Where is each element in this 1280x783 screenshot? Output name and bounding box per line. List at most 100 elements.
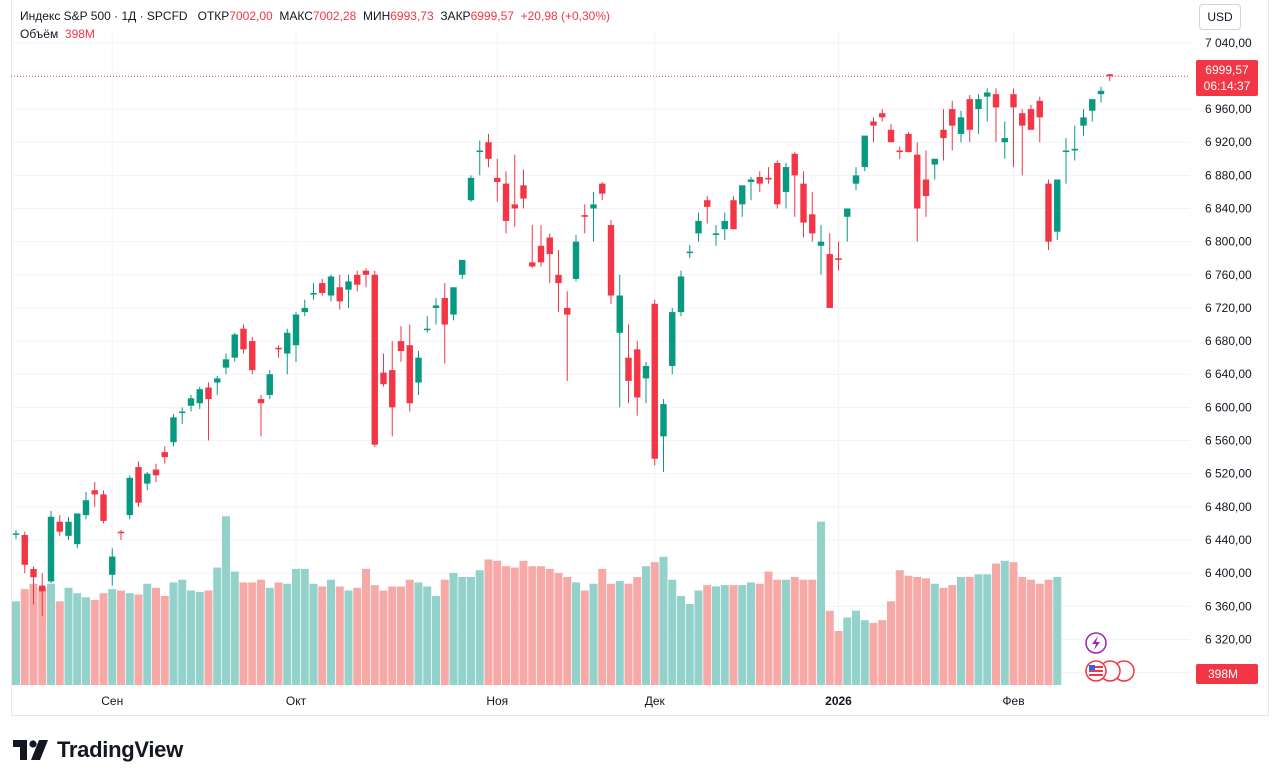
candle xyxy=(467,175,475,202)
symbol-title[interactable]: Индекс S&P 500 · 1Д · SPCFD xyxy=(20,9,188,23)
volume-bar xyxy=(624,583,633,685)
volume-bar xyxy=(117,590,125,685)
volume-bar xyxy=(677,595,685,685)
currency-button[interactable]: USD xyxy=(1199,4,1241,30)
candle-body xyxy=(537,245,545,263)
candle-body xyxy=(572,241,580,279)
price-axis: 7 040,00 6 960,00 6 920,00 6 880,00 6 840,00… xyxy=(1205,36,1252,680)
volume-bar xyxy=(948,585,957,685)
us-flag-icon[interactable] xyxy=(1085,660,1135,682)
candle-body xyxy=(249,341,256,371)
volume-bar xyxy=(922,578,930,685)
candle xyxy=(415,351,422,395)
volume-bar xyxy=(834,631,843,685)
candle xyxy=(774,160,781,209)
candle xyxy=(170,414,177,447)
candle xyxy=(476,140,483,176)
volume-bar xyxy=(82,597,90,685)
volume-bar xyxy=(160,595,169,685)
candle-body xyxy=(782,167,790,192)
candle xyxy=(397,326,405,362)
candle-body xyxy=(380,372,387,385)
volume-bar xyxy=(187,590,195,685)
candle-body xyxy=(774,162,781,205)
candle-body xyxy=(826,254,833,308)
candle-body xyxy=(1036,100,1043,118)
candle xyxy=(852,167,860,191)
y-tick-label: 6 760,00 xyxy=(1205,268,1252,282)
candle-body xyxy=(196,389,203,404)
candle-body xyxy=(91,490,98,495)
candle xyxy=(117,530,125,540)
volume-bar xyxy=(47,583,55,685)
candle-body xyxy=(74,513,81,545)
y-tick-label: 6 840,00 xyxy=(1205,202,1252,216)
candle xyxy=(275,345,282,358)
y-tick-label: 6 320,00 xyxy=(1205,632,1252,646)
volume-bar xyxy=(720,585,729,685)
candle-body xyxy=(231,334,238,358)
candle xyxy=(459,259,466,279)
candle-body xyxy=(984,92,991,97)
candle xyxy=(914,142,921,242)
volume-bar xyxy=(414,582,423,685)
candle xyxy=(940,109,947,161)
candle xyxy=(651,299,658,466)
candle xyxy=(1089,99,1096,122)
candle xyxy=(625,324,632,404)
volume-bar xyxy=(134,594,143,685)
candle-body xyxy=(459,259,466,275)
candle xyxy=(47,510,55,584)
volume-bar xyxy=(335,586,344,685)
volume-bar xyxy=(983,574,992,685)
volume-bar xyxy=(712,586,720,685)
candle xyxy=(196,386,203,410)
candle-body xyxy=(765,177,772,180)
candle-body xyxy=(301,307,308,313)
candle-body xyxy=(590,204,597,209)
candle xyxy=(511,154,518,227)
y-tick-label: 6 560,00 xyxy=(1205,434,1252,448)
candle xyxy=(564,291,571,381)
tradingview-logo-text: TradingView xyxy=(57,737,183,762)
volume-bar xyxy=(957,577,965,685)
volume-bar xyxy=(1044,579,1053,685)
volume-bar xyxy=(887,601,895,685)
candle xyxy=(782,162,790,209)
time-axis: Сен Окт Ноя Дек 2026 Фев xyxy=(101,694,1024,708)
volume-bar xyxy=(738,585,747,685)
candle xyxy=(432,298,440,325)
volume-bar xyxy=(1053,577,1062,685)
candle-body xyxy=(222,359,230,368)
candle-body xyxy=(161,452,168,458)
y-tick-label: 6 800,00 xyxy=(1205,235,1252,249)
candle xyxy=(240,324,247,354)
volume-bar xyxy=(475,570,484,685)
candle xyxy=(966,94,973,143)
candle-body xyxy=(1001,138,1008,143)
candle-body xyxy=(65,521,72,536)
candle-body xyxy=(257,399,265,404)
candle xyxy=(91,481,98,507)
candle-body xyxy=(809,214,816,234)
candle-body xyxy=(205,387,212,400)
lightning-icon[interactable] xyxy=(1085,632,1107,654)
candle-body xyxy=(817,241,825,246)
candle-body xyxy=(135,467,142,503)
candle-body xyxy=(861,135,868,168)
candle-body xyxy=(739,185,746,205)
tradingview-logo[interactable]: TradingView xyxy=(13,737,183,763)
candle xyxy=(1106,74,1113,82)
candle xyxy=(56,515,63,536)
volume-bar xyxy=(239,582,248,685)
candle-body xyxy=(494,177,501,182)
candle-body xyxy=(47,516,55,582)
candle-body xyxy=(100,494,107,521)
volume-bar xyxy=(484,559,493,685)
candle-body xyxy=(844,208,851,217)
high-label: МАКС xyxy=(279,9,313,23)
volume-bar xyxy=(764,571,773,685)
volume-bars xyxy=(12,516,1062,685)
candle-body xyxy=(949,109,956,126)
